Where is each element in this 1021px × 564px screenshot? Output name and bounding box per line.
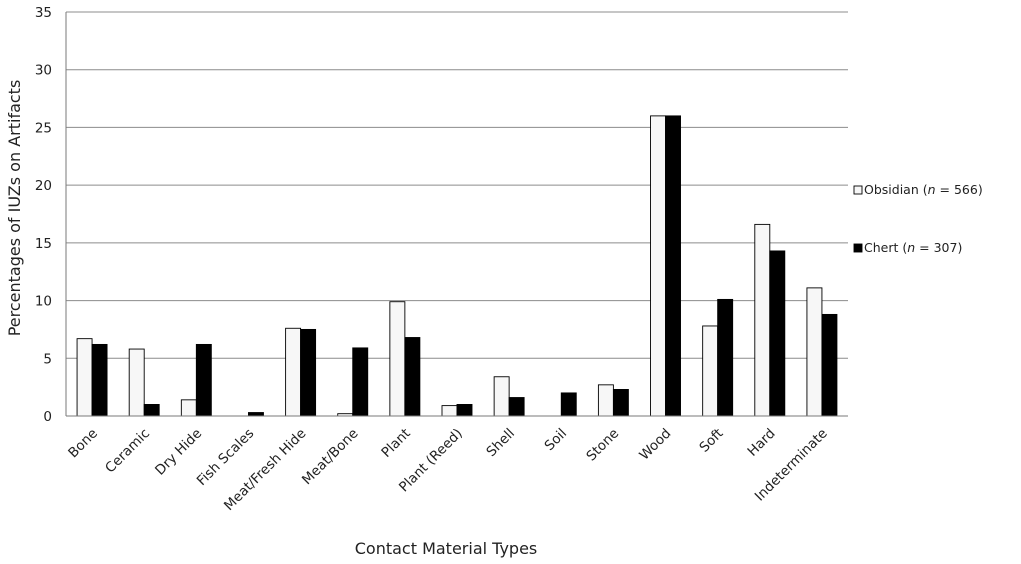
- x-tick-label: Ceramic: [102, 426, 153, 477]
- legend-label: Chert (n = 307): [864, 240, 962, 255]
- bar-chert: [404, 337, 421, 417]
- y-axis-title: Percentages of IUZs on Artifacts: [5, 80, 24, 337]
- bar-chert: [248, 412, 264, 417]
- x-tick-label: Shell: [483, 426, 518, 461]
- y-tick-label: 30: [35, 63, 52, 79]
- x-tick-label: Soft: [696, 426, 726, 456]
- legend: Obsidian (n = 566) Chert (n = 307): [853, 182, 983, 255]
- gridlines: [66, 11, 848, 359]
- x-tick-label: Soil: [542, 426, 571, 455]
- legend-label: Obsidian (n = 566): [864, 182, 983, 197]
- bar-chert: [717, 298, 734, 417]
- y-tick-label: 10: [35, 294, 52, 310]
- x-tick-label: Wood: [636, 426, 674, 464]
- bar-obsidian: [180, 399, 197, 417]
- bar-obsidian: [128, 348, 145, 417]
- bars: [76, 115, 838, 417]
- bar-chert: [612, 389, 629, 417]
- bar-chert: [508, 397, 525, 417]
- x-tick-label: Bone: [65, 426, 101, 462]
- x-tick-label: Dry Hide: [152, 426, 205, 479]
- x-tick-label: Stone: [583, 426, 622, 465]
- bar-chert: [821, 313, 838, 417]
- y-tick-label: 15: [35, 236, 52, 252]
- y-tick-label: 5: [43, 351, 52, 367]
- y-tick-label: 35: [35, 5, 52, 21]
- x-axis-title: Contact Material Types: [355, 539, 538, 558]
- bar-obsidian: [650, 115, 666, 417]
- bar-obsidian: [597, 384, 614, 417]
- y-tick-label: 20: [35, 178, 52, 194]
- bar-chert: [456, 404, 473, 417]
- bar-chert: [665, 115, 681, 417]
- x-tick-label: Hard: [744, 426, 778, 460]
- bar-obsidian: [702, 325, 719, 417]
- y-tick-label: 25: [35, 120, 52, 136]
- bar-chert: [300, 328, 317, 417]
- y-tick-labels: 0 5 10 15 20 25 30 35: [35, 5, 52, 425]
- axes: [65, 12, 848, 417]
- bar-obsidian: [493, 376, 510, 417]
- bar-obsidian: [441, 405, 458, 417]
- bar-chert: [143, 404, 160, 417]
- bar-obsidian: [76, 338, 93, 417]
- legend-swatch: [853, 185, 863, 195]
- bar-obsidian: [389, 301, 406, 417]
- bar-obsidian: [285, 327, 302, 417]
- legend-swatch: [853, 243, 863, 253]
- bar-chert: [91, 343, 108, 417]
- x-tick-label: Meat/Bone: [299, 426, 362, 489]
- bar-chert: [560, 392, 577, 417]
- y-tick-label: 0: [43, 409, 52, 425]
- bar-chert: [769, 250, 786, 417]
- bar-obsidian: [754, 223, 771, 417]
- bar-chert: [352, 347, 369, 417]
- x-tick-label: Plant: [378, 426, 413, 461]
- bar-chert: [195, 343, 212, 417]
- bar-obsidian: [806, 287, 823, 417]
